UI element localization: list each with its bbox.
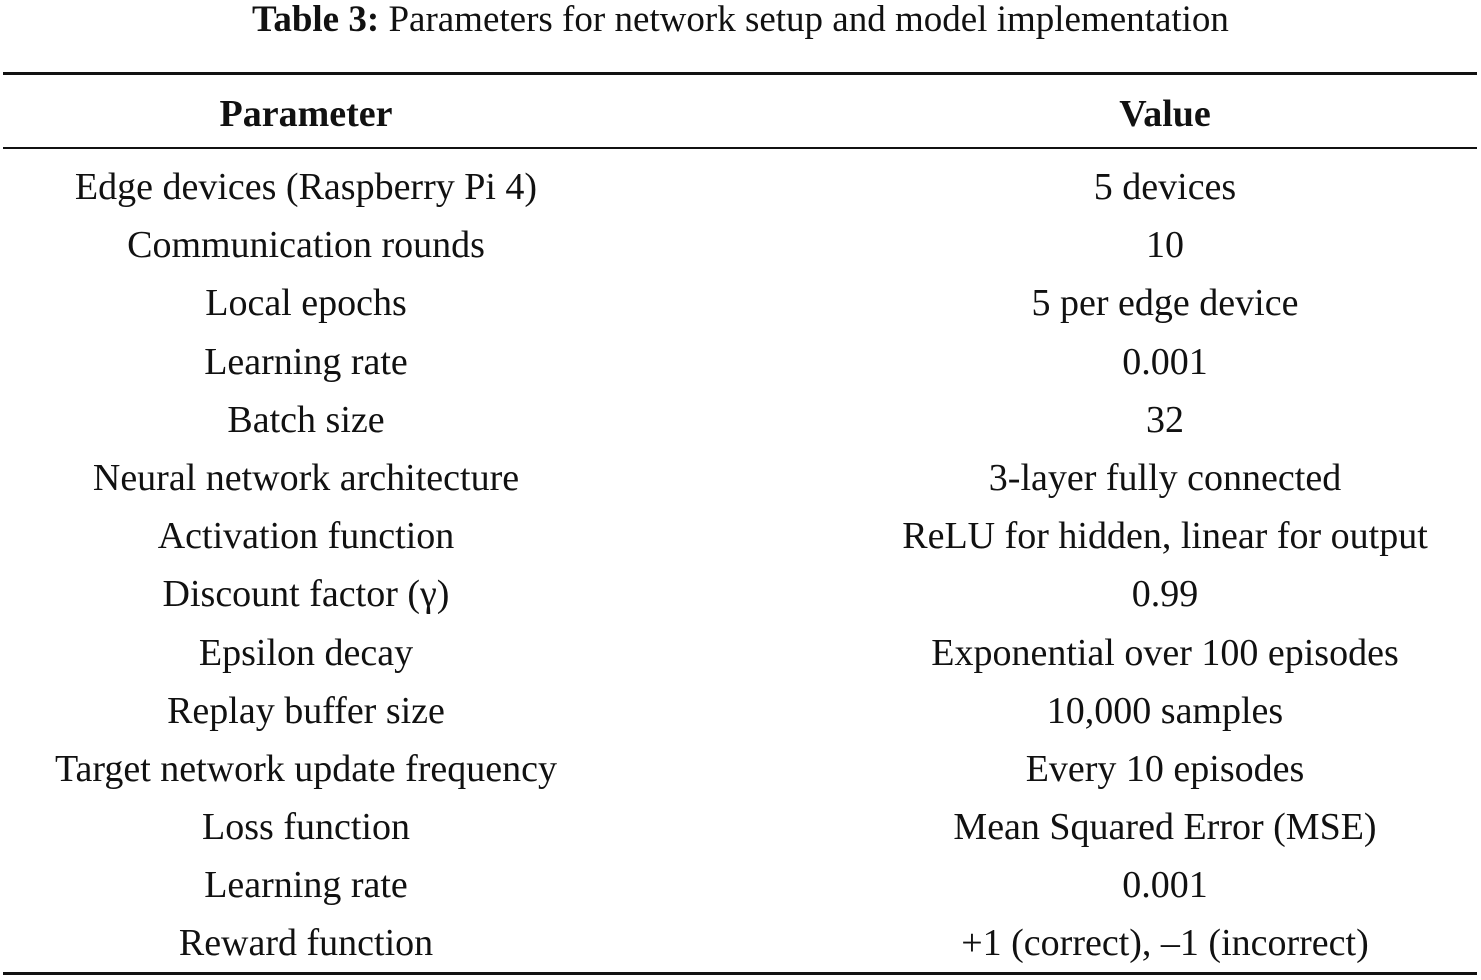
value-cell: Exponential over 100 episodes <box>931 631 1399 674</box>
table-bottom-rule <box>3 972 1477 975</box>
value-cell: 10 <box>1146 224 1184 267</box>
table-row: Batch size 32 <box>0 391 1481 449</box>
table-caption-text: Parameters for network setup and model i… <box>388 0 1229 40</box>
value-cell: Mean Squared Error (MSE) <box>953 806 1377 849</box>
value-cell: 5 devices <box>1093 166 1237 208</box>
table-row: Target network update frequency Every 10… <box>0 740 1481 798</box>
value-cell: 5 per edge device <box>1031 282 1299 325</box>
value-cell: 0.001 <box>1122 864 1208 907</box>
value-cell: Every 10 episodes <box>1025 747 1305 790</box>
table-row: Edge devices (Raspberry Pi 4) 5 devices <box>0 158 1481 216</box>
value-cell: 32 <box>1146 398 1184 441</box>
parameter-cell: Neural network architecture <box>92 456 520 499</box>
table-row: Epsilon decay Exponential over 100 episo… <box>0 624 1481 682</box>
parameter-cell: Edge devices (Raspberry Pi 4) <box>74 166 538 208</box>
value-cell: 0.001 <box>1122 340 1208 383</box>
parameter-cell: Batch size <box>227 398 385 441</box>
parameter-cell: Discount factor (γ) <box>162 573 450 616</box>
parameter-cell: Learning rate <box>204 864 408 907</box>
parameter-cell: Learning rate <box>204 340 408 383</box>
value-cell: 0.99 <box>1131 573 1199 616</box>
table-row: Learning rate 0.001 <box>0 333 1481 391</box>
value-cell: +1 (correct), –1 (incorrect) <box>961 922 1369 965</box>
table-top-rule <box>3 72 1477 75</box>
table-row: Loss function Mean Squared Error (MSE) <box>0 798 1481 856</box>
header-value: Value <box>1119 93 1211 135</box>
parameter-cell: Epsilon decay <box>198 631 414 674</box>
table-row: Reward function +1 (correct), –1 (incorr… <box>0 914 1481 972</box>
table-caption-label: Table 3: <box>252 0 380 40</box>
table-row: Learning rate 0.001 <box>0 856 1481 914</box>
header-parameter: Parameter <box>219 93 393 135</box>
parameter-cell: Communication rounds <box>127 224 485 267</box>
table-row: Communication rounds 10 <box>0 216 1481 274</box>
value-cell: 10,000 samples <box>1046 689 1284 732</box>
parameter-cell: Reward function <box>178 922 434 965</box>
parameter-cell: Activation function <box>157 515 455 558</box>
table-row: Discount factor (γ) 0.99 <box>0 565 1481 623</box>
value-cell: ReLU for hidden, linear for output <box>902 515 1428 558</box>
table-body: Edge devices (Raspberry Pi 4) 5 devices … <box>0 158 1481 973</box>
parameter-cell: Loss function <box>202 806 410 849</box>
parameter-cell: Replay buffer size <box>167 689 445 732</box>
table-row: Replay buffer size 10,000 samples <box>0 682 1481 740</box>
table-caption: Table 3: Parameters for network setup an… <box>0 0 1481 40</box>
table-row: Neural network architecture 3-layer full… <box>0 449 1481 507</box>
parameter-cell: Target network update frequency <box>54 747 558 790</box>
table-row: Local epochs 5 per edge device <box>0 274 1481 332</box>
table-header-row: Parameter Value <box>0 88 1481 140</box>
table-header-rule <box>3 147 1477 149</box>
value-cell: 3-layer fully connected <box>988 456 1342 499</box>
parameter-cell: Local epochs <box>205 282 407 325</box>
table-row: Activation function ReLU for hidden, lin… <box>0 507 1481 565</box>
